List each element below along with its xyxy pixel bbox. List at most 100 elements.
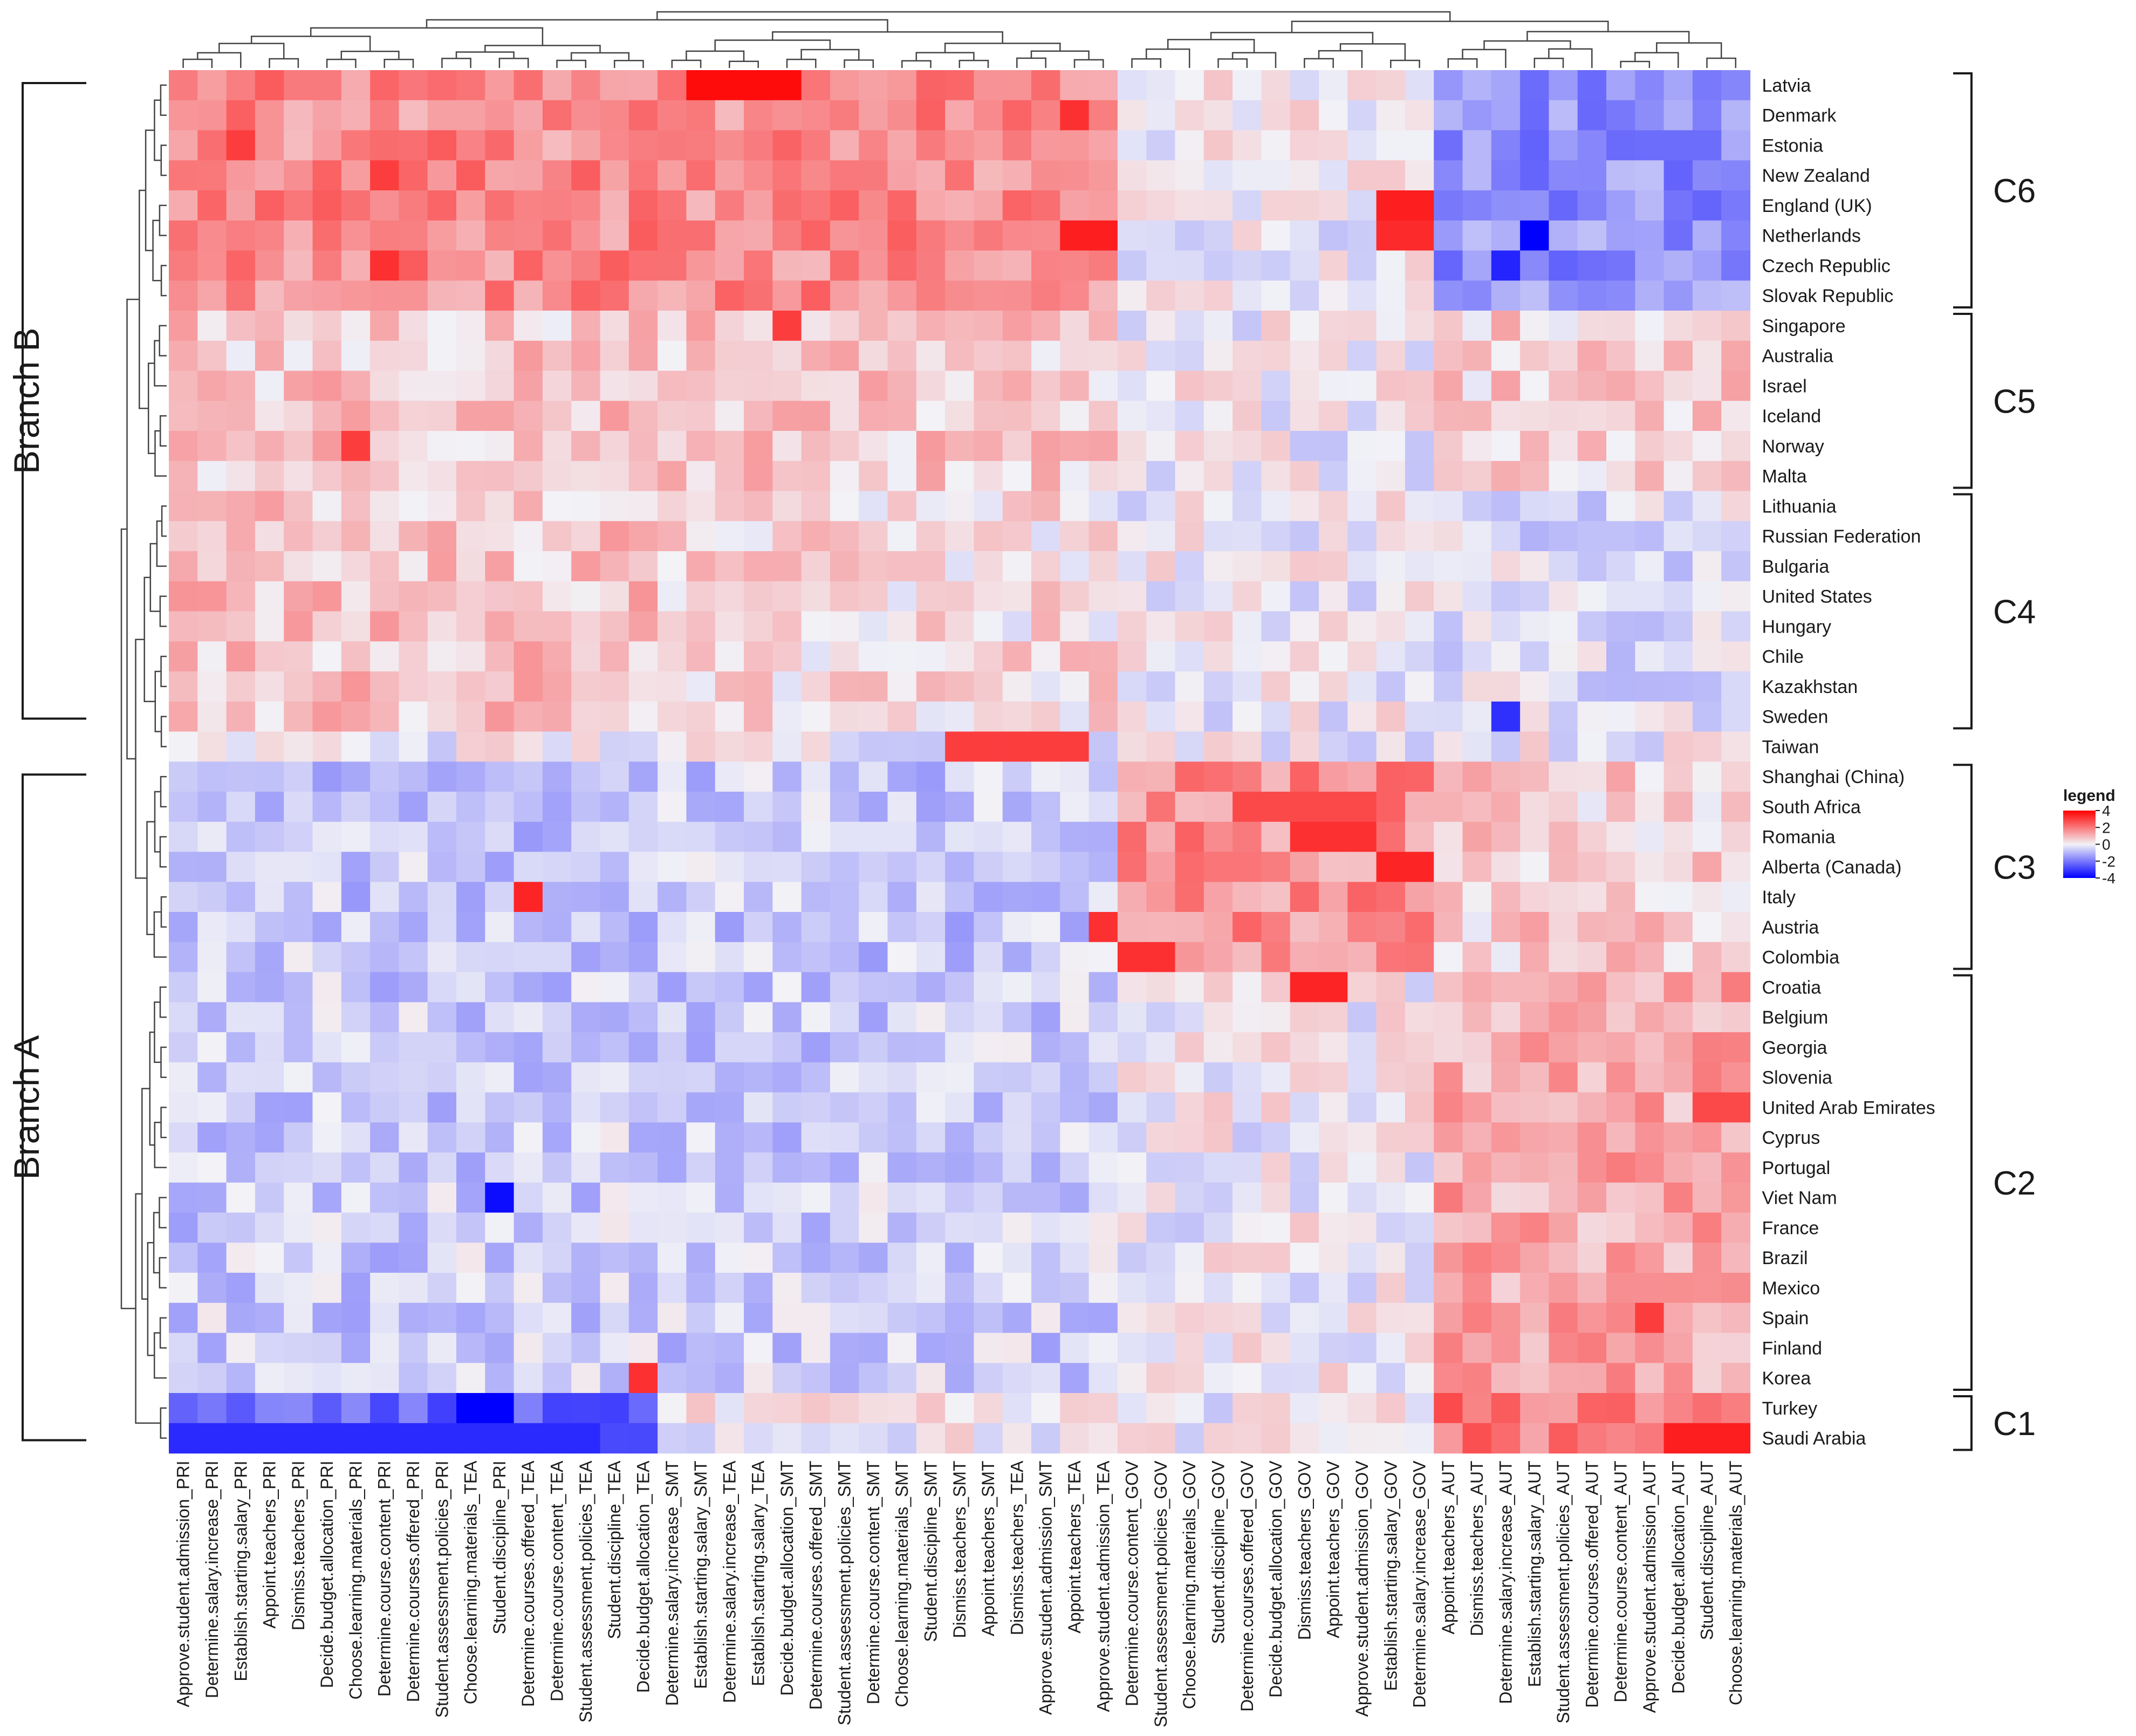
column-label: Determine.salary.increase_GOV [1410,1460,1429,1708]
heatmap-cell [1692,280,1722,311]
heatmap-cell [1692,401,1722,431]
heatmap-cell [341,1002,371,1033]
heatmap-cell [1233,1243,1262,1273]
heatmap-cell [1434,1092,1463,1123]
heatmap-cell [255,250,284,281]
heatmap-cell [887,792,917,822]
heatmap-cell [399,731,428,762]
heatmap-cell [715,1002,744,1033]
heatmap-cell [945,882,974,912]
heatmap-cell [887,220,917,251]
heatmap-cell [1117,792,1147,822]
heatmap-cell [485,1302,515,1334]
heatmap-cell [1002,1212,1032,1243]
heatmap-cell [830,521,859,552]
heatmap-cell [1088,792,1118,822]
heatmap-cell [169,250,198,281]
heatmap-cell [945,972,974,1003]
heatmap-cell [1663,1302,1693,1334]
heatmap-cell [600,581,629,612]
heatmap-cell [658,100,687,131]
heatmap-cell [1060,220,1090,251]
heatmap-cell [571,792,601,822]
heatmap-cell [341,761,371,792]
heatmap-cell [341,852,371,882]
heatmap-cell [514,1423,543,1454]
heatmap-cell [456,852,485,882]
heatmap-cell [744,100,773,131]
heatmap-cell [1721,1393,1751,1424]
heatmap-cell [1261,912,1291,943]
heatmap-cell [399,431,428,462]
heatmap-cell [887,100,917,131]
heatmap-cell [801,611,831,642]
heatmap-cell [571,160,601,191]
heatmap-cell [628,70,658,101]
heatmap-cell [485,581,515,612]
heatmap-cell [427,431,457,462]
heatmap-cell [600,431,629,462]
heatmap-cell [169,551,198,582]
heatmap-cell [772,882,802,912]
heatmap-cell [1175,1333,1204,1363]
heatmap-cell [1721,1032,1751,1063]
heatmap-cell [1002,731,1032,762]
heatmap-cell [1577,100,1607,131]
heatmap-cell [1060,792,1090,822]
heatmap-cell [916,671,946,702]
heatmap-cell [772,1002,802,1033]
heatmap-cell [399,1092,428,1123]
heatmap-cell [1347,761,1377,792]
heatmap-cell [1577,1302,1607,1334]
heatmap-cell [628,882,658,912]
heatmap-cell [1635,461,1665,492]
heatmap-cell [801,1363,831,1394]
column-label: Determine.courses.offered_TEA [518,1460,538,1707]
heatmap-cell [859,521,888,552]
heatmap-cell [1606,581,1635,612]
heatmap-cell [1462,311,1492,341]
heatmap-cell [1376,1363,1406,1394]
heatmap-cell [542,821,572,853]
heatmap-cell [1376,370,1406,401]
heatmap-cell [1405,250,1434,281]
heatmap-cell [1549,1423,1578,1454]
heatmap-cell [887,401,917,431]
heatmap-cell [1290,1032,1319,1063]
heatmap-cell [197,461,227,492]
heatmap-cell [658,1152,687,1183]
heatmap-cell [312,852,342,882]
heatmap-cell [197,431,227,462]
heatmap-cell [399,130,428,161]
heatmap-cell [284,821,313,853]
heatmap-cell [226,1393,256,1424]
heatmap-cell [1060,1273,1090,1303]
heatmap-cell [514,160,543,191]
heatmap-cell [1405,821,1434,853]
heatmap-cell [887,1092,917,1123]
heatmap-cell [1692,461,1722,492]
heatmap-cell [1663,972,1693,1003]
heatmap-cell [485,1062,515,1093]
heatmap-cell [1175,130,1204,161]
heatmap-cell [1635,160,1665,191]
dendrogram-branch [159,204,167,236]
heatmap-cell [1462,821,1492,853]
heatmap-cell [1233,431,1262,462]
heatmap-cell [1002,912,1032,943]
heatmap-cell [1233,821,1262,853]
heatmap-cell [744,611,773,642]
heatmap-cell [1606,731,1635,762]
heatmap-cell [1031,160,1060,191]
heatmap-cell [830,1122,859,1153]
heatmap-cell [284,100,313,131]
heatmap-cell [916,1243,946,1273]
heatmap-cell [399,551,428,582]
heatmap-cell [1462,942,1492,973]
heatmap-cell [1635,280,1665,311]
heatmap-cell [485,882,515,912]
heatmap-cell [571,611,601,642]
heatmap-cell [1635,821,1665,853]
heatmap-cell [1376,1092,1406,1123]
heatmap-cell [341,431,371,462]
